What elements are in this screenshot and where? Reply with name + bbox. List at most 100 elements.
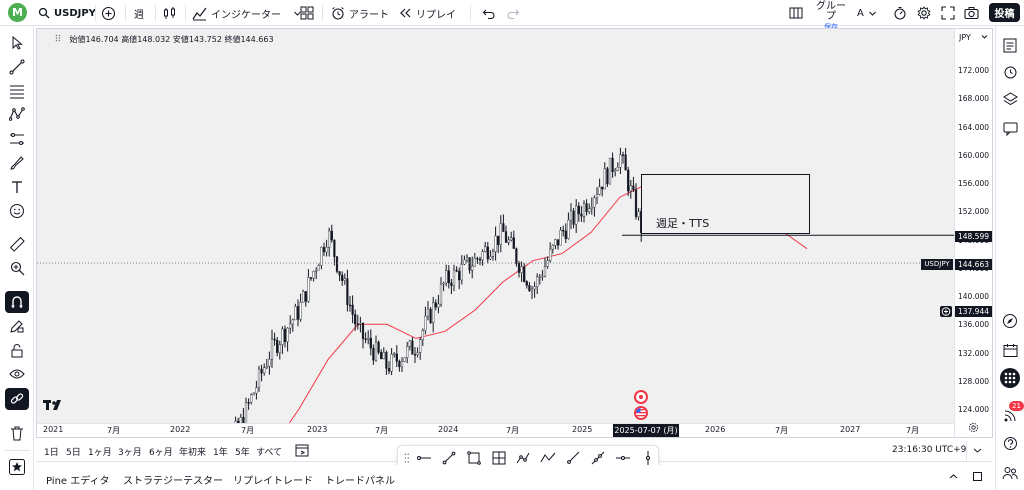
vertical-line-button[interactable] [637, 448, 658, 468]
range-button[interactable]: 1ヶ月 [88, 448, 112, 458]
alert-button[interactable]: アラート [331, 3, 389, 23]
pattern-tool[interactable] [5, 104, 29, 126]
chevron-down-icon [868, 11, 876, 16]
quick-search-button[interactable] [893, 3, 907, 23]
symbol-search-button[interactable]: USDJPY [38, 3, 96, 23]
range-button[interactable]: 5年 [235, 448, 250, 458]
candle-body [395, 353, 398, 362]
remove-drawings-tool[interactable] [5, 422, 29, 444]
calendar-button[interactable] [999, 339, 1021, 361]
path-button[interactable] [513, 448, 534, 468]
notifications-button[interactable]: 21 [999, 401, 1024, 426]
brush-tool[interactable] [5, 152, 29, 174]
hide-drawings-tool[interactable] [5, 363, 29, 385]
bottom-tab[interactable]: ストラテジーテスター [123, 476, 223, 487]
chart-pane[interactable]: 始値146.704 高値148.032 安値143.752 終値144.663 … [36, 28, 993, 438]
replay-button[interactable]: リプレイ [398, 3, 456, 23]
keep-drawing-tool[interactable] [5, 315, 29, 337]
bottom-tab[interactable]: Pine エディタ [46, 476, 110, 487]
publish-button[interactable]: 投稿 [989, 3, 1020, 22]
range-button[interactable]: すべて [256, 448, 283, 458]
timeframe-button[interactable]: 週 [134, 3, 144, 23]
candle-body [551, 244, 554, 250]
bottom-tab[interactable]: トレードパネル [325, 476, 395, 487]
redo-button[interactable] [506, 3, 520, 23]
range-button[interactable]: 年初来 [179, 448, 207, 458]
price-chart[interactable] [37, 29, 954, 423]
axis-settings-button[interactable] [968, 422, 979, 436]
add-alert-button[interactable] [940, 306, 952, 318]
drag-handle-icon[interactable] [55, 34, 61, 42]
expand-panel-button[interactable] [948, 471, 959, 485]
polyline-button[interactable] [538, 448, 559, 468]
chart-type-button[interactable] [162, 3, 177, 23]
favorites-tool[interactable] [5, 456, 29, 478]
data-window-button[interactable] [999, 310, 1021, 332]
layout-icon [789, 7, 803, 19]
zoom-tool[interactable] [5, 257, 29, 279]
extended-line-button[interactable] [587, 448, 608, 468]
layout-button[interactable] [789, 3, 803, 23]
social-button[interactable] [999, 462, 1021, 484]
magnet-tool[interactable] [5, 291, 29, 313]
range-button[interactable]: 1年 [213, 448, 228, 458]
sync-drawings-tool[interactable] [5, 388, 29, 410]
undo-button[interactable] [482, 3, 496, 23]
ray-button[interactable] [563, 448, 584, 468]
candle-body [419, 339, 422, 353]
watchlist-button[interactable] [999, 34, 1021, 56]
bottom-tab[interactable]: リプレイトレード [233, 476, 313, 487]
maximize-panel-button[interactable] [972, 471, 983, 485]
trend-line-tool[interactable] [5, 56, 29, 78]
help-button[interactable] [999, 432, 1021, 454]
horizontal-line-button[interactable] [612, 448, 633, 468]
emoji-tool[interactable] [5, 200, 29, 222]
candle-body [450, 282, 453, 286]
products-button[interactable] [999, 367, 1021, 389]
goto-date-button[interactable] [295, 443, 309, 460]
layout-selector[interactable]: A [857, 3, 877, 23]
compare-button[interactable] [101, 3, 116, 23]
clock-label[interactable]: 23:16:30 UTC+9 [892, 445, 967, 455]
event-icon-2[interactable] [634, 406, 648, 420]
user-avatar[interactable]: M [8, 3, 27, 22]
text-icon [12, 181, 22, 193]
time-axis[interactable]: 2021 7月 2022 7月 2023 7月 2024 7月 2025 7月 2026 7月 2027… [37, 423, 954, 437]
chart-plot-area[interactable]: 始値146.704 高値148.032 安値143.752 終値144.663 … [37, 29, 954, 423]
cursor-tool[interactable] [5, 32, 29, 54]
settings-button[interactable] [917, 3, 931, 23]
group-save-button[interactable]: グループ 保存 [812, 2, 850, 32]
snapshot-button[interactable] [964, 3, 979, 23]
currency-selector[interactable]: JPY [959, 33, 988, 42]
measure-tool[interactable] [5, 233, 29, 255]
range-button[interactable]: 1日 [44, 448, 59, 458]
cross-button[interactable] [488, 448, 509, 468]
layers-button[interactable] [999, 88, 1021, 110]
forecast-tool[interactable] [5, 128, 29, 150]
alerts-panel-button[interactable] [999, 60, 1021, 82]
indicators-button[interactable]: インジケーター [192, 3, 302, 23]
price-axis[interactable]: JPY 172.000 168.000 164.000 160.000 156.000 1… [954, 29, 992, 437]
save-status: 保存 [824, 23, 838, 31]
horizontal-ray-button[interactable] [414, 448, 435, 468]
candle-body [528, 285, 531, 292]
time-tick-label: 7月 [375, 426, 389, 435]
text-tool[interactable] [5, 176, 29, 198]
range-button[interactable]: 6ヶ月 [149, 448, 173, 458]
drag-handle-icon[interactable] [404, 452, 410, 464]
adjust-button[interactable] [966, 441, 988, 460]
rectangle-button[interactable] [463, 448, 484, 468]
alert-label: アラート [349, 9, 389, 21]
lock-drawings-tool[interactable] [5, 339, 29, 361]
divider [95, 5, 96, 21]
range-button[interactable]: 5日 [66, 448, 81, 458]
range-button[interactable]: 3ヶ月 [118, 448, 142, 458]
fib-tool[interactable] [5, 80, 29, 102]
fullscreen-button[interactable] [941, 3, 955, 23]
chat-button[interactable] [999, 118, 1021, 140]
layouts-button[interactable] [300, 3, 314, 23]
event-icon-1[interactable] [634, 390, 648, 404]
annotation-box[interactable]: 週足・TTS [641, 174, 810, 234]
trend-line-button[interactable] [439, 448, 460, 468]
annotation-text: 週足・TTS [656, 217, 710, 230]
